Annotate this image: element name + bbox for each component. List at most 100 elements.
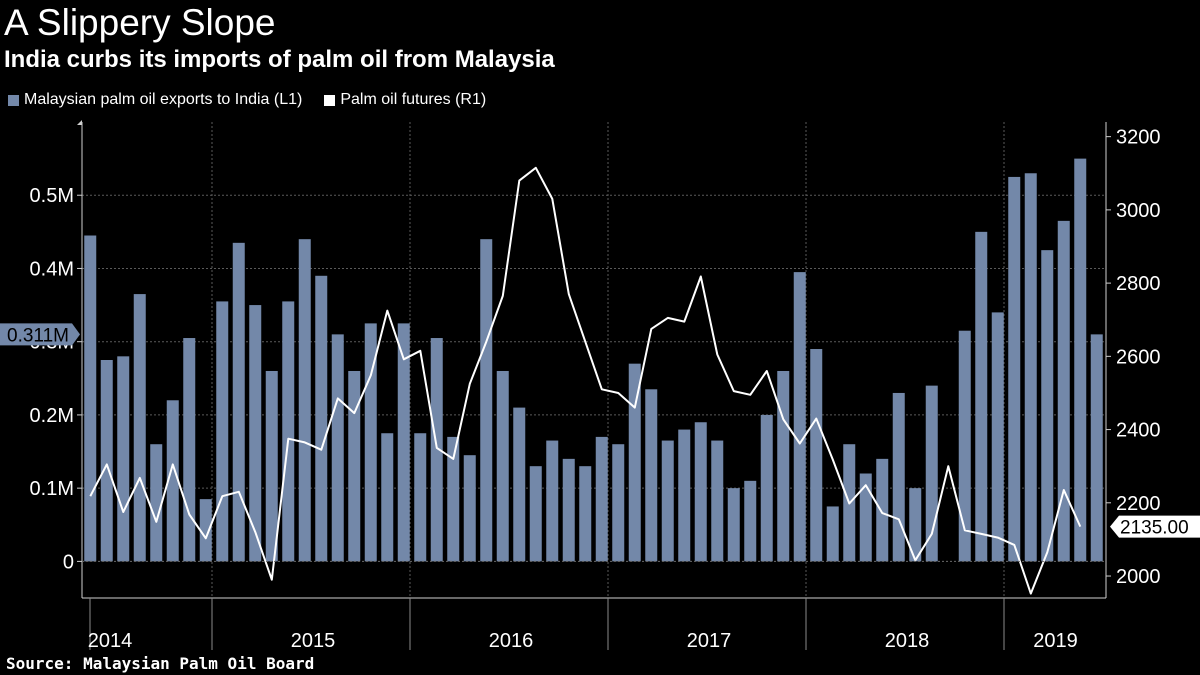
bar: [430, 338, 443, 562]
bar: [546, 440, 559, 562]
bar: [892, 392, 905, 562]
bar: [661, 440, 674, 562]
bar: [991, 312, 1004, 562]
legend-item-line: Palm oil futures (R1): [324, 91, 486, 109]
left-tick-label: 0.2M: [30, 405, 74, 427]
bar: [249, 305, 262, 562]
right-tick-label: 2200: [1116, 493, 1161, 515]
bar: [1024, 173, 1037, 562]
bar: [1090, 334, 1103, 562]
bar: [133, 294, 146, 562]
last-value-markers: 0.311M 2135.00: [0, 323, 1200, 539]
year-label: 2014: [88, 630, 133, 652]
futures-line: [89, 166, 1082, 595]
left-tick-label: 0.4M: [30, 258, 74, 280]
right-tick-label: 2000: [1116, 566, 1161, 588]
legend-label-line: Palm oil futures (R1): [340, 91, 487, 108]
bar: [777, 370, 790, 562]
legend: Malaysian palm oil exports to India (L1)…: [8, 91, 508, 109]
legend-label-bars: Malaysian palm oil exports to India (L1): [24, 91, 303, 108]
bar: [859, 473, 872, 562]
bar: [727, 488, 740, 562]
x-axis-years: 2014 2015 2016 2017 2018 2019: [88, 598, 1078, 652]
bar: [1057, 220, 1070, 562]
left-tick-label: 0.1M: [30, 478, 74, 500]
left-axis-ticks: 00.1M0.2M0.3M0.4M0.5M: [30, 120, 82, 573]
legend-swatch-bars: [8, 94, 19, 106]
line-series: [89, 166, 1082, 595]
right-tick-label: 3200: [1116, 127, 1161, 149]
left-tick-label: 0: [63, 551, 74, 573]
bar: [628, 363, 641, 562]
bar: [711, 440, 724, 562]
bar: [282, 301, 295, 562]
left-tick-label: 0.5M: [30, 185, 74, 207]
bar: [810, 349, 823, 562]
axes: [81, 122, 1107, 599]
bar: [298, 239, 311, 562]
bar: [513, 407, 526, 562]
left-axis-arrow: [77, 120, 82, 125]
bar: [414, 433, 427, 562]
bar: [562, 458, 575, 562]
bar: [496, 370, 509, 562]
right-tick-label: 3000: [1116, 200, 1161, 222]
bar: [579, 466, 592, 562]
source-note: Source: Malaysian Palm Oil Board: [6, 654, 315, 673]
bar: [381, 433, 394, 562]
bar: [925, 385, 938, 562]
bar: [1008, 176, 1021, 562]
bar: [397, 323, 410, 562]
year-label: 2019: [1033, 630, 1078, 652]
right-tick-label: 2600: [1116, 346, 1161, 368]
legend-item-bars: Malaysian palm oil exports to India (L1): [8, 91, 302, 109]
bar: [265, 370, 278, 562]
year-label: 2015: [291, 630, 336, 652]
bar: [826, 506, 839, 562]
bar: [348, 370, 361, 562]
bar: [645, 389, 658, 562]
bar: [331, 334, 344, 562]
bar: [166, 400, 179, 562]
right-axis-ticks: 2000 2200 2400 2600 2800 3000 3200: [1106, 127, 1161, 588]
bar: [1074, 158, 1087, 562]
bar: [1041, 250, 1054, 562]
last-line-value-label: 2135.00: [1120, 518, 1189, 539]
bar: [975, 231, 988, 562]
bar: [480, 239, 493, 562]
year-label: 2016: [489, 630, 534, 652]
bar: [958, 330, 971, 562]
bar: [612, 444, 625, 562]
bar: [84, 235, 97, 562]
bar: [793, 272, 806, 562]
bar: [183, 338, 196, 562]
bar: [595, 436, 608, 562]
bar: [760, 414, 773, 562]
chart-title: A Slippery Slope: [4, 2, 276, 43]
bar: [529, 466, 542, 562]
year-label: 2017: [687, 630, 732, 652]
bar: [463, 455, 476, 562]
bar: [216, 301, 229, 562]
bar: [150, 444, 163, 562]
bar: [100, 360, 113, 562]
bar: [199, 499, 212, 562]
right-tick-label: 2400: [1116, 420, 1161, 442]
last-bar-value-marker: [0, 323, 80, 346]
right-tick-label: 2800: [1116, 273, 1161, 295]
bar: [447, 436, 460, 562]
bar: [232, 242, 245, 562]
legend-swatch-line: [324, 94, 336, 106]
year-label: 2018: [885, 630, 930, 652]
chart-subtitle: India curbs its imports of palm oil from…: [4, 46, 555, 73]
last-line-value-marker: [1110, 515, 1200, 538]
bar: [694, 422, 707, 562]
bar: [117, 356, 130, 562]
bar: [909, 488, 922, 562]
bar: [876, 458, 889, 562]
bar: [678, 429, 691, 562]
bar-series: [84, 158, 1103, 562]
bar: [744, 480, 757, 562]
last-bar-value-label: 0.311M: [7, 325, 69, 346]
